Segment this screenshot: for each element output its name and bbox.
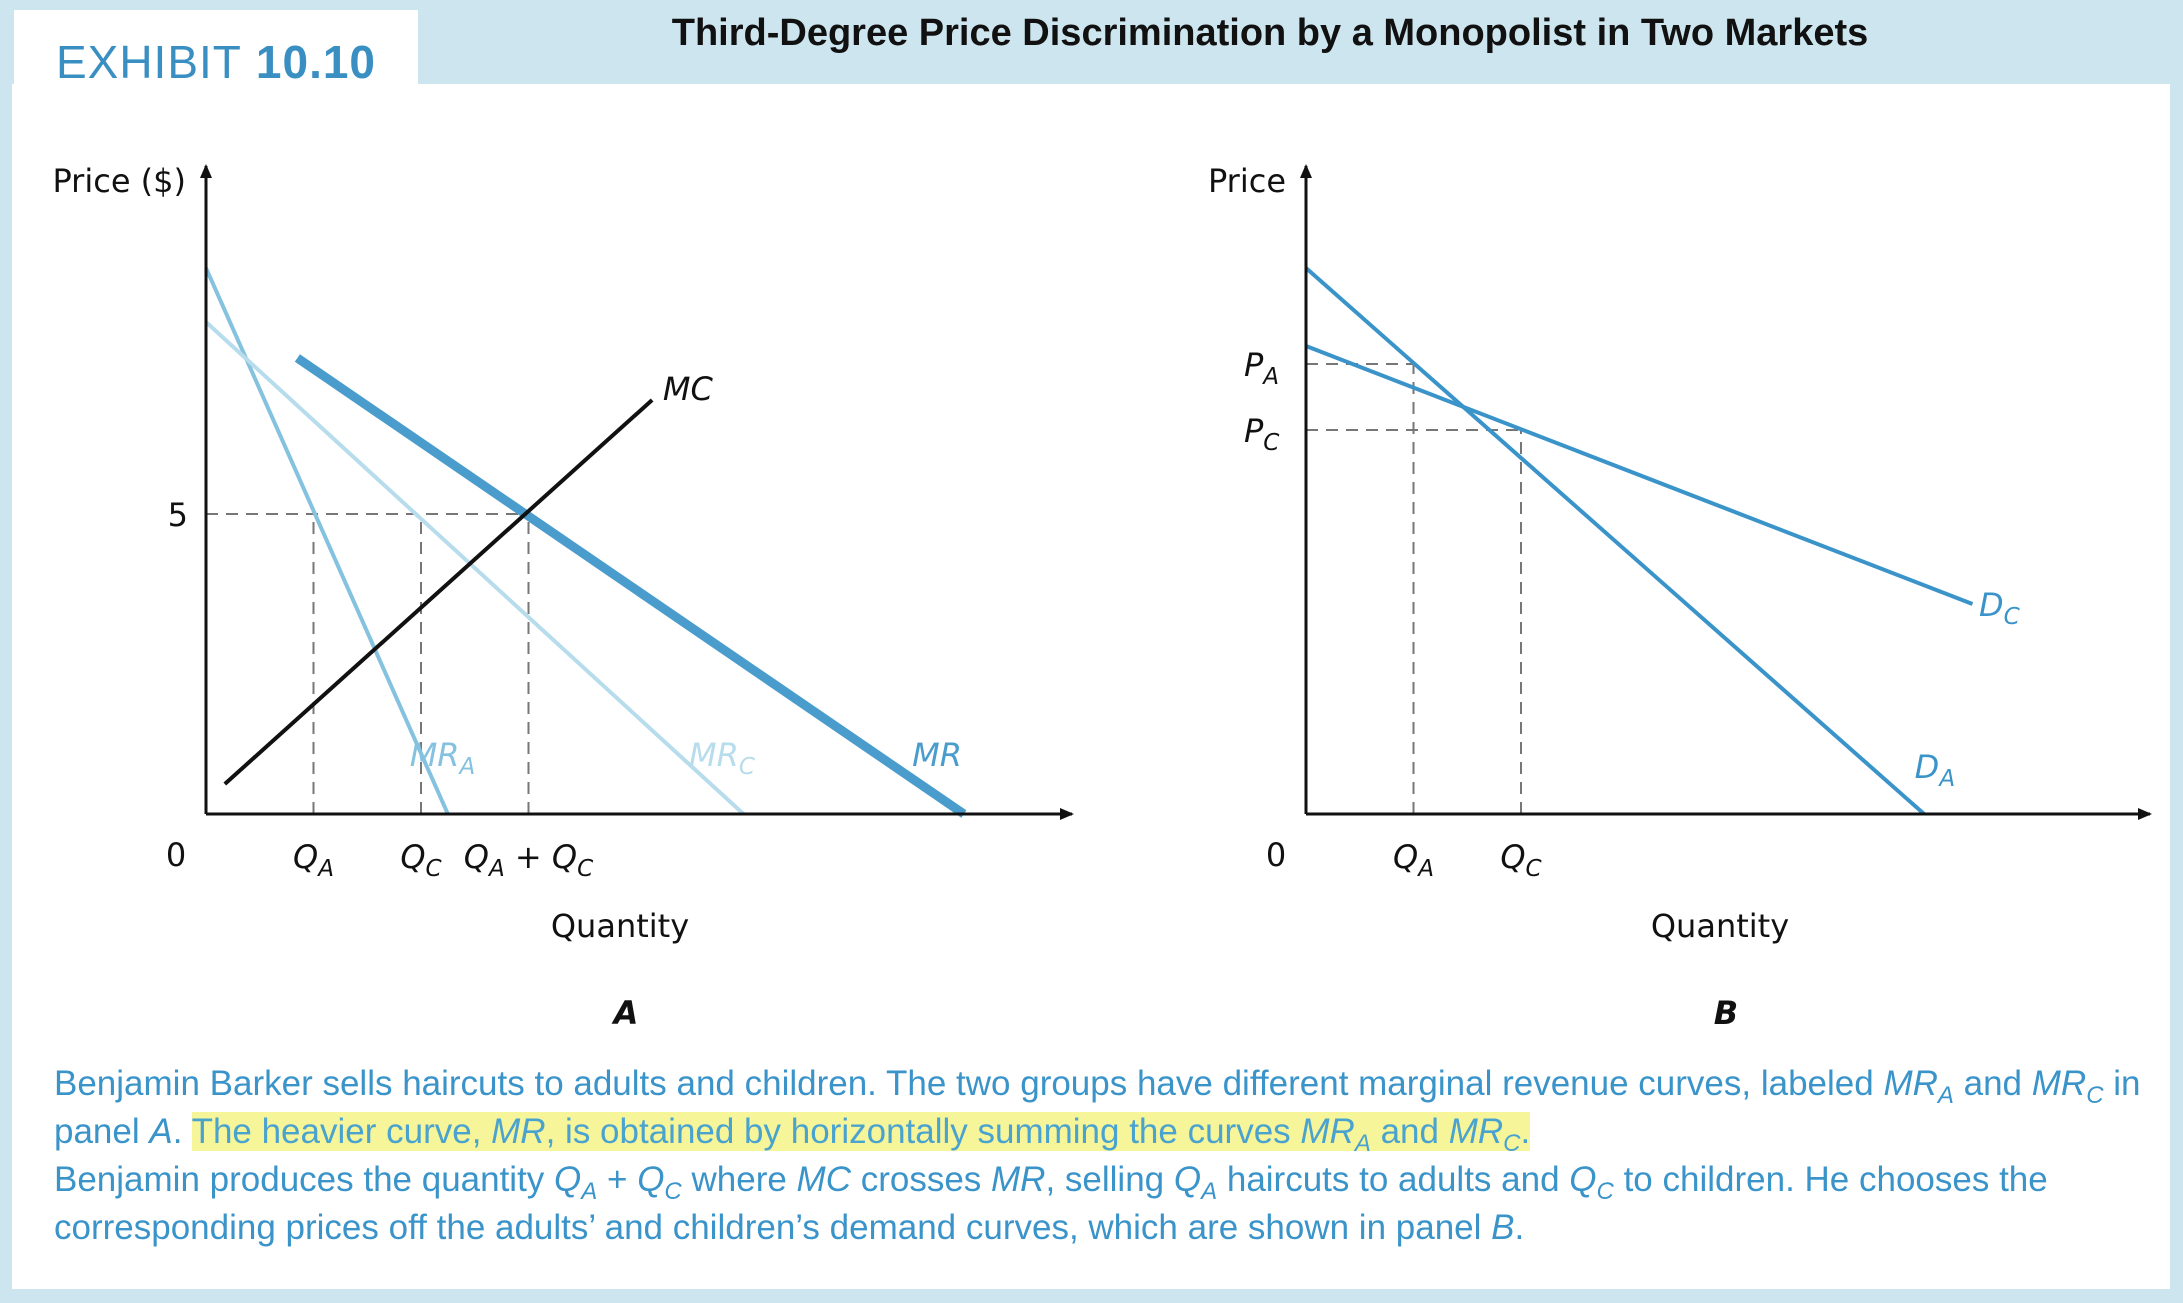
caption-end: .: [1514, 1208, 1525, 1247]
caption-mr: MR: [1448, 1112, 1504, 1151]
caption-and: and: [1953, 1064, 2032, 1103]
panel-a-y-tick-label: 5: [168, 496, 188, 534]
panel-a-series-label-mr: MR: [912, 736, 962, 774]
panel-b-y-axis-label: Price: [1208, 162, 1286, 200]
caption-in-panel: in panel: [54, 1064, 2141, 1151]
caption-mr: MR: [2031, 1064, 2087, 1103]
panel-a-chart: MRA MRC MR MC Price ($) Quantity 0 A 5 QA QC QA + Q…: [52, 162, 1074, 1032]
panel-a-panel-label: A: [611, 994, 639, 1032]
caption-q: Q: [1569, 1160, 1597, 1199]
main-panel: [12, 84, 2170, 1289]
panel-a-series-label-mrc: MRC: [689, 736, 755, 780]
caption-hl-1: The heavier curve,: [191, 1112, 492, 1151]
caption-sub-a: A: [1201, 1178, 1218, 1205]
caption-period: .: [172, 1112, 192, 1151]
caption-sub-a: A: [1937, 1082, 1954, 1109]
caption-text-1: Benjamin Barker sells haircuts to adults…: [54, 1064, 1884, 1103]
panel-a-y-axis-label: Price ($): [52, 162, 186, 200]
caption-hl-end: .: [1520, 1112, 1531, 1151]
panel-b-y-tick-label-pa: PA: [1244, 346, 1279, 390]
caption-q: Q: [637, 1160, 665, 1199]
panel-b-series-da: [1304, 266, 1926, 816]
caption-mr: MR: [491, 1112, 546, 1151]
caption-mr: MR: [991, 1160, 1046, 1199]
panel-a-series-mrc: [204, 320, 745, 816]
caption-sub-c: C: [1503, 1130, 1521, 1157]
panel-b-origin-label: 0: [1266, 836, 1286, 874]
panel-a-series-mr: [294, 354, 967, 818]
panel-a-x-tick-label-qc: QC: [400, 838, 441, 882]
panel-a-series-label-mra: MRA: [410, 736, 476, 780]
exhibit-label: EXHIBIT 10.10: [14, 10, 418, 114]
panel-b-panel-label: B: [1714, 994, 1738, 1032]
caption-to-children: to children. He chooses the correspondin…: [54, 1160, 2048, 1247]
caption-q: Q: [554, 1160, 582, 1199]
panel-b-x-tick-label-qa: QA: [1393, 838, 1434, 882]
panel-b-series-label-da: DA: [1915, 748, 1955, 792]
panel-b-chart: DA DC Price Quantity 0 B PA PC QA QC: [1208, 162, 2152, 1032]
panel-a-series-mra: [204, 267, 450, 815]
panel-a-x-tick-label-qa: QA + QC: [464, 838, 593, 882]
caption-hl-and: and: [1370, 1112, 1449, 1151]
caption-sub-c: C: [664, 1178, 682, 1205]
caption-text-2: Benjamin produces the quantity: [54, 1160, 555, 1199]
caption-crosses: crosses: [850, 1160, 992, 1199]
caption-to-adults: haircuts to adults and: [1217, 1160, 1570, 1199]
caption-mc: MC: [796, 1160, 851, 1199]
page-title: Third-Degree Price Discrimination by a M…: [671, 12, 1869, 54]
panel-a-x-tick-label-qa: QA: [293, 838, 334, 882]
caption-hl-2: , is obtained by horizontally summing th…: [545, 1112, 1301, 1151]
panel-b-series-dc: [1305, 344, 1974, 606]
caption-plus: +: [597, 1160, 638, 1199]
panel-a-series-label-mc: MC: [663, 370, 714, 408]
panel-b-x-axis-label: Quantity: [1651, 907, 1789, 945]
panel-a-x-axis-label: Quantity: [551, 907, 689, 945]
caption-sub-c: C: [1596, 1178, 1614, 1205]
panel-b-series-label-dc: DC: [1979, 586, 2020, 630]
caption-text: Benjamin Barker sells haircuts to adults…: [54, 1060, 2144, 1252]
exhibit-number: 10.10: [255, 36, 377, 88]
panel-a-origin-label: 0: [166, 836, 186, 874]
exhibit-word: EXHIBIT: [55, 36, 242, 88]
caption-panel-a: A: [149, 1112, 173, 1151]
panel-b-y-tick-label-pc: PC: [1244, 412, 1279, 456]
caption-mr: MR: [1300, 1112, 1355, 1151]
caption-panel-b: B: [1491, 1208, 1515, 1247]
caption-sub-a: A: [581, 1178, 598, 1205]
caption-highlight: The heavier curve, MR, is obtained by ho…: [191, 1112, 1531, 1156]
caption-where: where: [681, 1160, 797, 1199]
panel-b-x-tick-label-qc: QC: [1500, 838, 1541, 882]
caption-sub-a: A: [1354, 1130, 1371, 1157]
panel-a-series-mc: [223, 398, 654, 786]
caption-q: Q: [1173, 1160, 1202, 1199]
caption-mr: MR: [1883, 1064, 1938, 1103]
caption-sub-c: C: [2086, 1082, 2104, 1109]
caption-selling: , selling: [1045, 1160, 1174, 1199]
